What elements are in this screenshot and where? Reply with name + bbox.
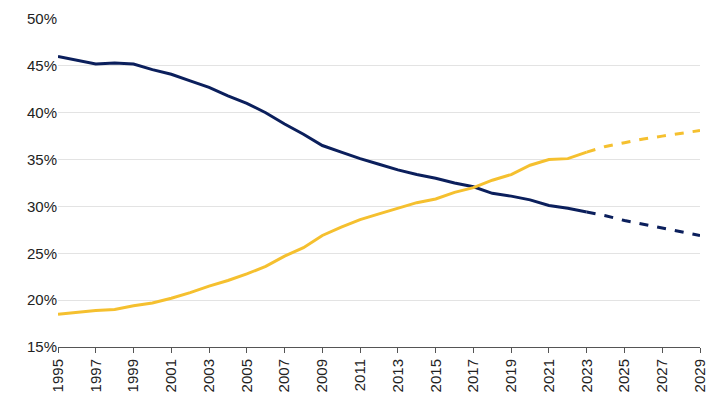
svg-text:2015: 2015 [427,359,444,392]
svg-text:2021: 2021 [540,359,557,392]
svg-text:2009: 2009 [313,359,330,392]
svg-text:2027: 2027 [653,359,670,392]
svg-text:15%: 15% [27,338,57,355]
svg-text:40%: 40% [27,104,57,121]
svg-text:50%: 50% [27,10,57,27]
svg-text:2007: 2007 [275,359,292,392]
svg-text:2017: 2017 [464,359,481,392]
svg-text:30%: 30% [27,198,57,215]
svg-text:35%: 35% [27,151,57,168]
svg-text:1995: 1995 [49,359,66,392]
svg-text:2005: 2005 [238,359,255,392]
svg-text:2023: 2023 [578,359,595,392]
svg-text:2011: 2011 [351,359,368,391]
svg-text:2013: 2013 [389,359,406,392]
svg-text:2025: 2025 [615,359,632,392]
svg-text:2003: 2003 [200,359,217,392]
svg-text:20%: 20% [27,291,57,308]
svg-text:45%: 45% [27,57,57,74]
svg-text:1999: 1999 [124,359,141,392]
svg-text:25%: 25% [27,245,57,262]
svg-text:2001: 2001 [162,359,179,392]
svg-text:2019: 2019 [502,359,519,392]
svg-text:1997: 1997 [87,359,104,392]
svg-text:2029: 2029 [691,359,708,392]
